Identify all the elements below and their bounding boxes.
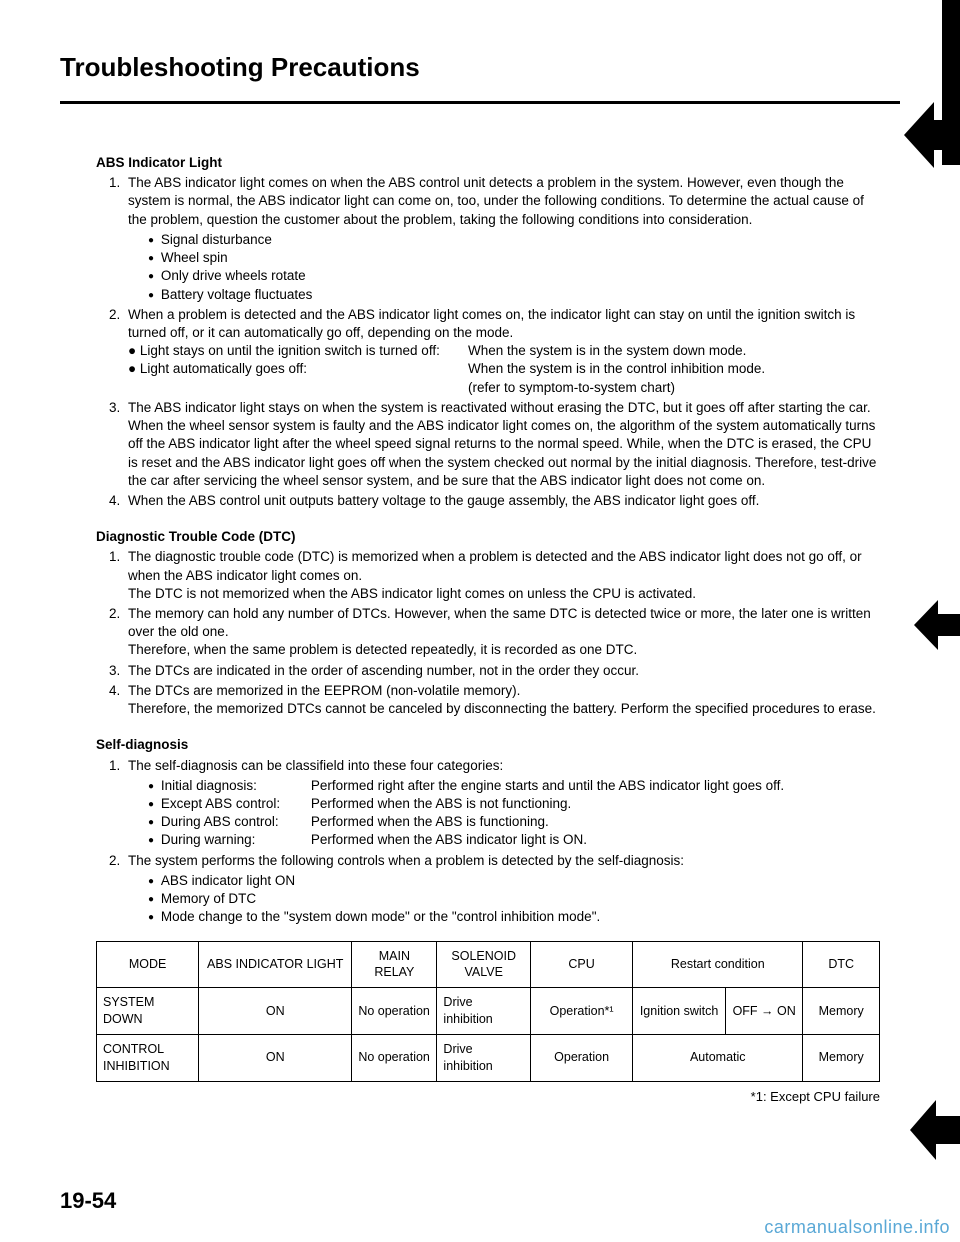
mode-table: MODE ABS INDICATOR LIGHT MAIN RELAY SOLE…	[96, 941, 880, 1082]
td-relay: No operation	[352, 988, 437, 1035]
dtc-item-2-text: The memory can hold any number of DTCs. …	[128, 606, 871, 639]
abs-sub-val: When the system is in the system down mo…	[468, 342, 880, 360]
th-mode: MODE	[97, 941, 199, 988]
td-valve: Drive inhibition	[437, 988, 531, 1035]
dtc-item-3: The DTCs are indicated in the order of a…	[124, 662, 880, 680]
abs-item-4: When the ABS control unit outputs batter…	[124, 492, 880, 510]
self-bullet: During ABS control:Performed when the AB…	[148, 813, 880, 831]
abs-subline: ● Light automatically goes off:When the …	[128, 360, 880, 378]
td-light: ON	[199, 988, 352, 1035]
th-cpu: CPU	[531, 941, 633, 988]
abs-bullet: Battery voltage fluctuates	[148, 286, 880, 304]
self-bullet: Except ABS control:Performed when the AB…	[148, 795, 880, 813]
dtc-item-4-after: Therefore, the memorized DTCs cannot be …	[128, 700, 880, 718]
section-head-self: Self-diagnosis	[96, 736, 880, 754]
td-dtc: Memory	[803, 988, 880, 1035]
self-bullet-val: Performed when the ABS indicator light i…	[311, 832, 587, 847]
dtc-item-1-after: The DTC is not memorized when the ABS in…	[128, 585, 880, 603]
self-bullet: Memory of DTC	[148, 890, 880, 908]
table-header-row: MODE ABS INDICATOR LIGHT MAIN RELAY SOLE…	[97, 941, 880, 988]
section-head-abs: ABS Indicator Light	[96, 154, 880, 172]
self-bullet: Mode change to the "system down mode" or…	[148, 908, 880, 926]
dtc-item-1: The diagnostic trouble code (DTC) is mem…	[124, 548, 880, 603]
self-bullet-val: Performed right after the engine starts …	[311, 778, 784, 793]
dtc-item-2: The memory can hold any number of DTCs. …	[124, 605, 880, 660]
self-bullet-val: Performed when the ABS is not functionin…	[311, 796, 571, 811]
self-bullet-lab: During ABS control:	[161, 813, 311, 831]
dtc-item-2-after: Therefore, when the same problem is dete…	[128, 641, 880, 659]
table-row: SYSTEM DOWN ON No operation Drive inhibi…	[97, 988, 880, 1035]
td-restart-b: OFF → ON	[726, 988, 803, 1035]
th-valve: SOLENOID VALVE	[437, 941, 531, 988]
self-bullet: During warning:Performed when the ABS in…	[148, 831, 880, 849]
th-relay: MAIN RELAY	[352, 941, 437, 988]
self-item-1: The self-diagnosis can be classifield in…	[124, 757, 880, 850]
self-bullet: Initial diagnosis:Performed right after …	[148, 777, 880, 795]
td-mode: SYSTEM DOWN	[97, 988, 199, 1035]
self-bullet: ABS indicator light ON	[148, 872, 880, 890]
abs-item-1: The ABS indicator light comes on when th…	[124, 174, 880, 304]
abs-item-1-bullets: Signal disturbance Wheel spin Only drive…	[128, 231, 880, 304]
td-dtc: Memory	[803, 1035, 880, 1082]
td-restart-a: Ignition switch	[633, 988, 726, 1035]
self-item-2: The system performs the following contro…	[124, 852, 880, 927]
self-bullet-val: Performed when the ABS is functioning.	[311, 814, 549, 829]
abs-bullet: Only drive wheels rotate	[148, 267, 880, 285]
td-restart: Automatic	[633, 1035, 803, 1082]
abs-item-2: When a problem is detected and the ABS i…	[124, 306, 880, 397]
th-restart: Restart condition	[633, 941, 803, 988]
abs-sub-lab	[128, 379, 468, 397]
dtc-item-4-text: The DTCs are memorized in the EEPROM (no…	[128, 683, 520, 698]
self-item-2-bullets: ABS indicator light ON Memory of DTC Mod…	[128, 872, 880, 927]
abs-subline: ● Light stays on until the ignition swit…	[128, 342, 880, 360]
abs-list: The ABS indicator light comes on when th…	[96, 174, 880, 510]
th-light: ABS INDICATOR LIGHT	[199, 941, 352, 988]
td-cpu: Operation	[531, 1035, 633, 1082]
abs-sub-val: (refer to symptom-to-system chart)	[468, 379, 880, 397]
body-content: ABS Indicator Light The ABS indicator li…	[60, 154, 900, 1105]
self-item-1-bullets: Initial diagnosis:Performed right after …	[128, 777, 880, 850]
th-dtc: DTC	[803, 941, 880, 988]
td-cpu: Operation*¹	[531, 988, 633, 1035]
abs-sub-val: When the system is in the control inhibi…	[468, 360, 880, 378]
self-bullet-lab: During warning:	[161, 831, 311, 849]
self-item-2-text: The system performs the following contro…	[128, 853, 684, 868]
watermark: carmanualsonline.info	[764, 1217, 950, 1238]
dtc-list: The diagnostic trouble code (DTC) is mem…	[96, 548, 880, 718]
self-bullet-lab: Initial diagnosis:	[161, 777, 311, 795]
table-row: CONTROL INHIBITION ON No operation Drive…	[97, 1035, 880, 1082]
abs-item-1-text: The ABS indicator light comes on when th…	[128, 175, 864, 226]
tab-arrow-icon	[904, 90, 960, 180]
section-head-dtc: Diagnostic Trouble Code (DTC)	[96, 528, 880, 546]
dtc-item-1-text: The diagnostic trouble code (DTC) is mem…	[128, 549, 862, 582]
abs-item-3: The ABS indicator light stays on when th…	[124, 399, 880, 490]
abs-item-3-after: When the wheel sensor system is faulty a…	[128, 417, 880, 490]
self-item-1-text: The self-diagnosis can be classifield in…	[128, 758, 503, 773]
td-light: ON	[199, 1035, 352, 1082]
abs-item-2-text: When a problem is detected and the ABS i…	[128, 307, 855, 340]
title-rule	[60, 101, 900, 104]
abs-sub-lab: ● Light automatically goes off:	[128, 360, 468, 378]
self-list: The self-diagnosis can be classifield in…	[96, 757, 880, 927]
abs-bullet: Signal disturbance	[148, 231, 880, 249]
td-relay: No operation	[352, 1035, 437, 1082]
abs-item-3-text: The ABS indicator light stays on when th…	[128, 400, 871, 415]
self-bullet-lab: Except ABS control:	[161, 795, 311, 813]
td-mode: CONTROL INHIBITION	[97, 1035, 199, 1082]
td-valve: Drive inhibition	[437, 1035, 531, 1082]
dtc-item-4: The DTCs are memorized in the EEPROM (no…	[124, 682, 880, 718]
abs-bullet: Wheel spin	[148, 249, 880, 267]
page-number: 19-54	[60, 1188, 116, 1214]
tab-arrow-icon	[914, 590, 960, 660]
tab-arrow-icon	[910, 1090, 960, 1170]
page-title: Troubleshooting Precautions	[60, 52, 900, 83]
abs-sub-lab: ● Light stays on until the ignition swit…	[128, 342, 468, 360]
abs-subline: (refer to symptom-to-system chart)	[128, 379, 880, 397]
table-footnote: *1: Except CPU failure	[96, 1088, 880, 1106]
